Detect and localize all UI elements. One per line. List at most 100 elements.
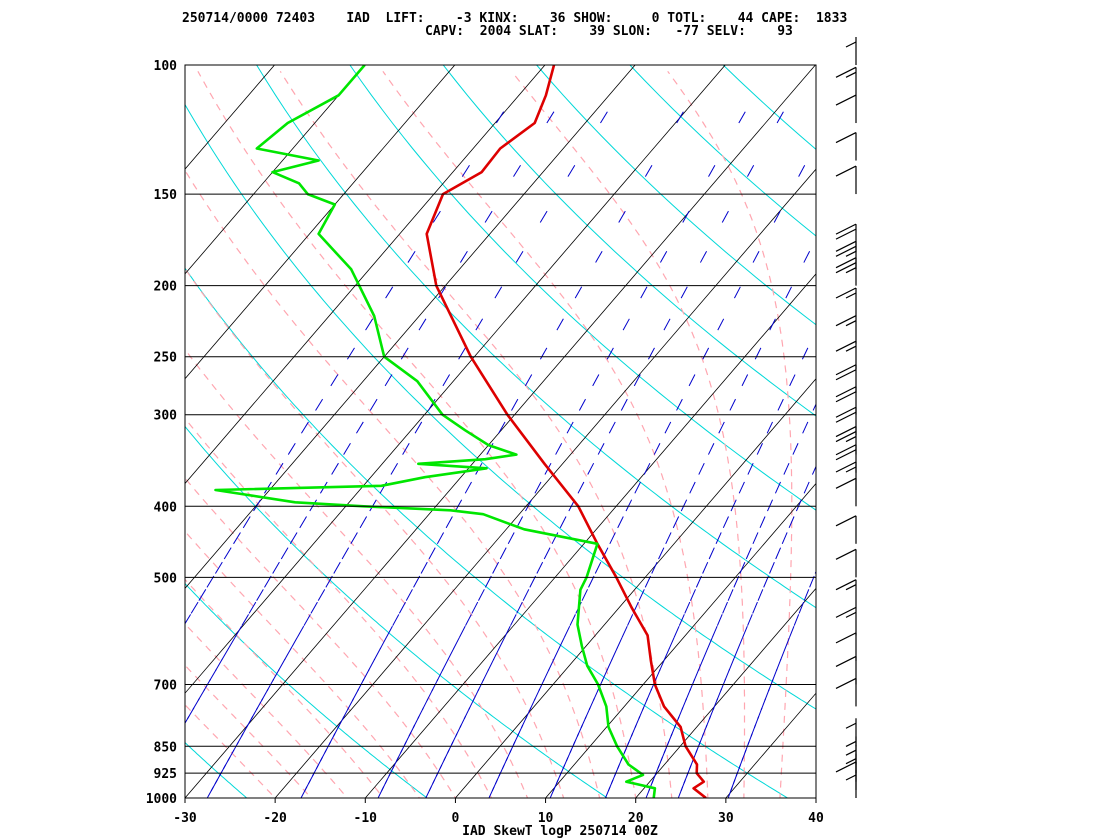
mixing-ratio-segment	[566, 421, 574, 434]
mixing-ratio-segment	[405, 589, 413, 601]
mixing-ratio-segment	[465, 614, 472, 626]
mixing-ratio-segment	[775, 658, 782, 671]
mixing-ratio-segment	[301, 421, 309, 434]
mixing-ratio-segment	[385, 625, 393, 638]
mixing-ratio-segment	[620, 398, 628, 411]
mixing-ratio-segment	[185, 614, 192, 625]
wind-barb	[835, 386, 857, 415]
mixing-ratio-segment	[546, 111, 555, 124]
mixing-ratio-segment	[663, 648, 670, 661]
mixing-ratio-segment	[379, 637, 387, 650]
mixing-ratio-segment	[777, 398, 784, 411]
mixing-ratio-segment	[693, 669, 700, 681]
mixing-ratio-segment	[478, 589, 485, 601]
mixing-ratio-segment	[856, 463, 861, 474]
mixing-ratio-segment	[976, 112, 982, 123]
mixing-ratio-segment	[522, 589, 530, 601]
mixing-ratio-segment	[400, 347, 409, 360]
pressure-tick-label: 300	[154, 409, 178, 424]
mixing-ratio-segment	[296, 625, 305, 638]
dry-adiabat-line	[185, 103, 816, 710]
mixing-ratio-segment	[608, 421, 616, 434]
mixing-ratio-segment	[428, 398, 436, 411]
mixing-ratio-segment	[809, 575, 815, 588]
wind-barb	[835, 240, 857, 270]
isotherm-line	[0, 49, 18, 814]
isotherm-line	[545, 482, 816, 798]
mixing-ratio-segment	[441, 658, 449, 671]
mixing-ratio-segment	[89, 772, 96, 783]
mixing-ratio-segment	[85, 780, 92, 791]
mixing-ratio-segment	[498, 637, 505, 650]
mixing-ratio-segment	[695, 575, 702, 588]
wind-barb	[845, 718, 857, 747]
mixing-ratio-segment	[539, 210, 548, 223]
mixing-ratio-segment	[504, 625, 511, 638]
mixing-ratio-segment	[849, 482, 854, 493]
mixing-ratio-segment	[622, 318, 630, 331]
mixing-ratio-segment	[684, 601, 691, 614]
mixing-ratio-segment	[647, 347, 655, 360]
mixing-ratio-segment	[241, 614, 249, 626]
mixing-ratio-segment	[454, 499, 463, 512]
mixing-ratio-segment	[803, 250, 811, 263]
mixing-ratio-segment	[482, 669, 490, 682]
mixing-ratio-segment	[618, 210, 626, 223]
mixing-ratio-segment	[785, 286, 792, 299]
mixing-ratio-segment	[869, 211, 875, 222]
mixing-ratio-segment	[646, 688, 653, 701]
mixing-ratio-segment	[569, 614, 576, 626]
mixing-ratio-segment	[261, 688, 269, 701]
isotherm-line	[185, 65, 456, 380]
dry-adiabat-line	[185, 267, 789, 798]
mixing-ratio-segment	[402, 442, 410, 455]
mixing-ratio-segment	[587, 462, 595, 475]
pressure-tick-label: 400	[154, 500, 178, 515]
moist-adiabat-line	[185, 267, 565, 798]
mixing-ratio-segment	[934, 287, 939, 298]
mixing-ratio-segment	[223, 547, 232, 560]
mixing-ratio-segment	[398, 601, 406, 614]
mixing-ratio-segment	[356, 421, 364, 434]
mixing-ratio-segment	[315, 398, 324, 411]
mixing-ratio-segment	[436, 669, 444, 682]
mixing-ratio-segment	[815, 329, 816, 330]
mixing-ratio-segment	[117, 725, 124, 736]
mixing-ratio-segment	[606, 347, 614, 360]
mixing-ratio-segment	[883, 251, 888, 262]
mixing-ratio-segment	[756, 443, 763, 455]
mixing-ratio-segment	[711, 625, 718, 638]
mixing-ratio-segment	[290, 637, 298, 650]
mixing-ratio-segment	[539, 347, 548, 360]
mixing-ratio-segment	[821, 443, 826, 454]
mixing-ratio-segment	[157, 659, 164, 670]
moist-adiabat-line	[667, 70, 793, 798]
mixing-ratio-segment	[919, 319, 924, 330]
mixing-ratio-segment	[494, 286, 503, 299]
mixing-ratio-segment	[728, 658, 735, 671]
mixing-ratio-segment	[609, 532, 616, 545]
mixing-ratio-segment	[484, 575, 492, 588]
mixing-ratio-segment	[492, 648, 500, 661]
mixing-ratio-segment	[597, 443, 605, 455]
mixing-ratio-segment	[925, 165, 931, 176]
mixing-ratio-segment	[594, 561, 602, 574]
mixing-ratio-segment	[827, 532, 832, 543]
mixing-ratio-segment	[578, 398, 586, 411]
mixing-ratio-segment	[253, 499, 261, 512]
mixing-ratio-segment	[676, 398, 683, 411]
mixing-ratio-segment	[477, 679, 485, 691]
mixing-ratio-segment	[558, 637, 565, 650]
mixing-ratio-segment	[827, 112, 833, 123]
mixing-ratio-segment	[94, 765, 101, 776]
moist-adiabat-line	[197, 71, 637, 798]
mixing-ratio-segment	[864, 348, 869, 359]
mixing-ratio-segment	[724, 669, 730, 681]
mixing-ratio-segment	[627, 614, 634, 626]
wind-barb	[835, 257, 857, 286]
isotherm-line	[0, 49, 198, 814]
mixing-ratio-segment	[638, 589, 645, 601]
mixing-ratio-segment	[644, 165, 653, 177]
mixing-ratio-segment	[214, 561, 223, 574]
moist-adiabat-line	[185, 530, 421, 798]
